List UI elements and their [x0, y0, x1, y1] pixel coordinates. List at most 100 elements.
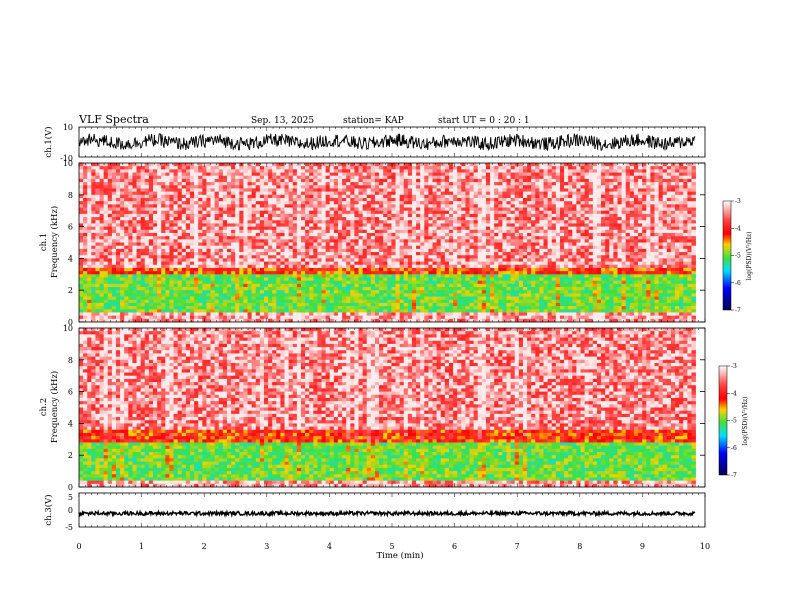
spectrogram-cell	[181, 185, 187, 189]
spectrogram-cell	[144, 306, 150, 310]
spectrogram-cell	[366, 315, 372, 320]
spectrogram-cell	[481, 201, 487, 205]
spectrogram-cell	[263, 302, 269, 307]
spectrogram-cell	[383, 264, 388, 269]
spectrogram-cell	[477, 283, 483, 288]
spectrogram-cell	[284, 271, 289, 275]
spectrogram-cell	[329, 178, 335, 183]
spectrogram-cell	[226, 239, 232, 243]
spectrogram-cell	[255, 220, 261, 224]
spectrogram-cell	[465, 166, 470, 170]
spectrogram-cell	[107, 163, 113, 167]
spectrogram-cell	[473, 204, 479, 208]
spectrogram-cell	[321, 242, 326, 246]
spectrogram-cell	[99, 172, 104, 177]
spectrogram-cell	[370, 217, 376, 221]
spectrogram-cell	[440, 258, 446, 262]
spectrogram-cell	[210, 232, 215, 237]
spectrogram-cell	[157, 229, 162, 234]
spectrogram-cell	[169, 271, 174, 275]
spectrogram-cell	[391, 258, 396, 262]
spectrogram-cell	[148, 267, 154, 272]
spectrogram-cell	[181, 315, 187, 320]
spectrogram-cell	[272, 261, 277, 266]
spectrogram-cell	[181, 169, 187, 173]
spectrogram-cell	[366, 194, 372, 199]
spectrogram-cell	[226, 248, 232, 253]
spectrogram-cell	[218, 280, 224, 285]
spectrogram-cell	[214, 312, 220, 316]
spectrogram-cell	[272, 293, 277, 297]
spectrogram-cell	[399, 163, 405, 167]
spectrogram-cell	[103, 220, 109, 224]
spectrogram-cell	[161, 213, 166, 218]
spectrogram-cell	[251, 306, 257, 310]
spectrogram-cell	[235, 229, 240, 234]
spectrogram-cell	[152, 175, 158, 180]
spectrogram-cell	[337, 185, 343, 189]
spectrogram-cell	[387, 287, 392, 291]
spectrogram-cell	[346, 245, 351, 250]
spectrogram-cell	[432, 242, 437, 246]
spectrogram-cell	[420, 261, 425, 266]
spectrogram-cell	[444, 194, 450, 199]
spectrogram-cell	[440, 255, 446, 259]
spectrogram-cell	[268, 197, 273, 202]
spectrogram-cell	[342, 197, 347, 202]
spectrogram-cell	[321, 232, 326, 237]
spectrogram-cell	[317, 207, 322, 211]
spectrogram-cell	[120, 242, 125, 246]
spectrogram-cell	[383, 239, 388, 243]
spectrogram-cell	[91, 315, 96, 320]
spectrogram-cell	[296, 299, 302, 304]
spectrogram-cell	[247, 175, 252, 180]
spectrogram-cell	[157, 255, 162, 259]
spectrogram-cell	[395, 242, 400, 246]
spectrogram-cell	[399, 274, 405, 278]
spectrogram-cell	[309, 261, 314, 266]
spectrogram-cell	[185, 255, 191, 259]
spectrogram-cell	[448, 261, 454, 266]
spectrogram-cell	[374, 271, 380, 275]
spectrogram-cell	[116, 312, 121, 316]
spectrogram-cell	[317, 172, 322, 177]
spectrogram-cell	[268, 258, 273, 262]
spectrogram-cell	[157, 169, 162, 173]
spectrogram-cell	[362, 182, 368, 186]
spectrogram-cell	[148, 226, 154, 231]
spectrogram-cell	[210, 242, 215, 246]
spectrogram-cell	[325, 166, 331, 170]
spectrogram-cell	[173, 309, 178, 313]
spectrogram-cell	[436, 188, 442, 192]
spectrogram-cell	[210, 299, 215, 304]
spectrogram-cell	[366, 229, 372, 234]
spectrogram-cell	[194, 163, 199, 167]
spectrogram-cell	[136, 201, 141, 205]
spectrogram-cell	[461, 258, 466, 262]
spectrogram-cell	[255, 267, 261, 272]
spectrogram-cell	[259, 229, 265, 234]
spectrogram-cell	[272, 274, 277, 278]
spectrogram-cell	[95, 201, 100, 205]
spectrogram-cell	[411, 217, 417, 221]
spectrogram-cell	[477, 312, 483, 316]
spectrogram-cell	[255, 242, 261, 246]
spectrogram-cell	[263, 182, 269, 186]
spectrogram-cell	[362, 239, 368, 243]
spectrogram-cell	[313, 315, 318, 320]
spectrogram-cell	[387, 245, 392, 250]
spectrogram-cell	[321, 217, 326, 221]
spectrogram-cell	[416, 296, 421, 301]
spectrogram-cell	[116, 172, 121, 177]
spectrogram-cell	[321, 290, 326, 294]
spectrogram-cell	[350, 242, 355, 246]
spectrogram-cell	[444, 309, 450, 313]
spectrogram-cell	[337, 194, 343, 199]
spectrogram-cell	[210, 220, 215, 224]
spectrogram-cell	[403, 296, 409, 301]
spectrogram-cell	[387, 194, 392, 199]
spectrogram-cell	[424, 245, 429, 250]
spectrogram-cell	[481, 178, 487, 183]
spectrogram-cell	[251, 185, 257, 189]
spectrogram-cell	[136, 274, 141, 278]
